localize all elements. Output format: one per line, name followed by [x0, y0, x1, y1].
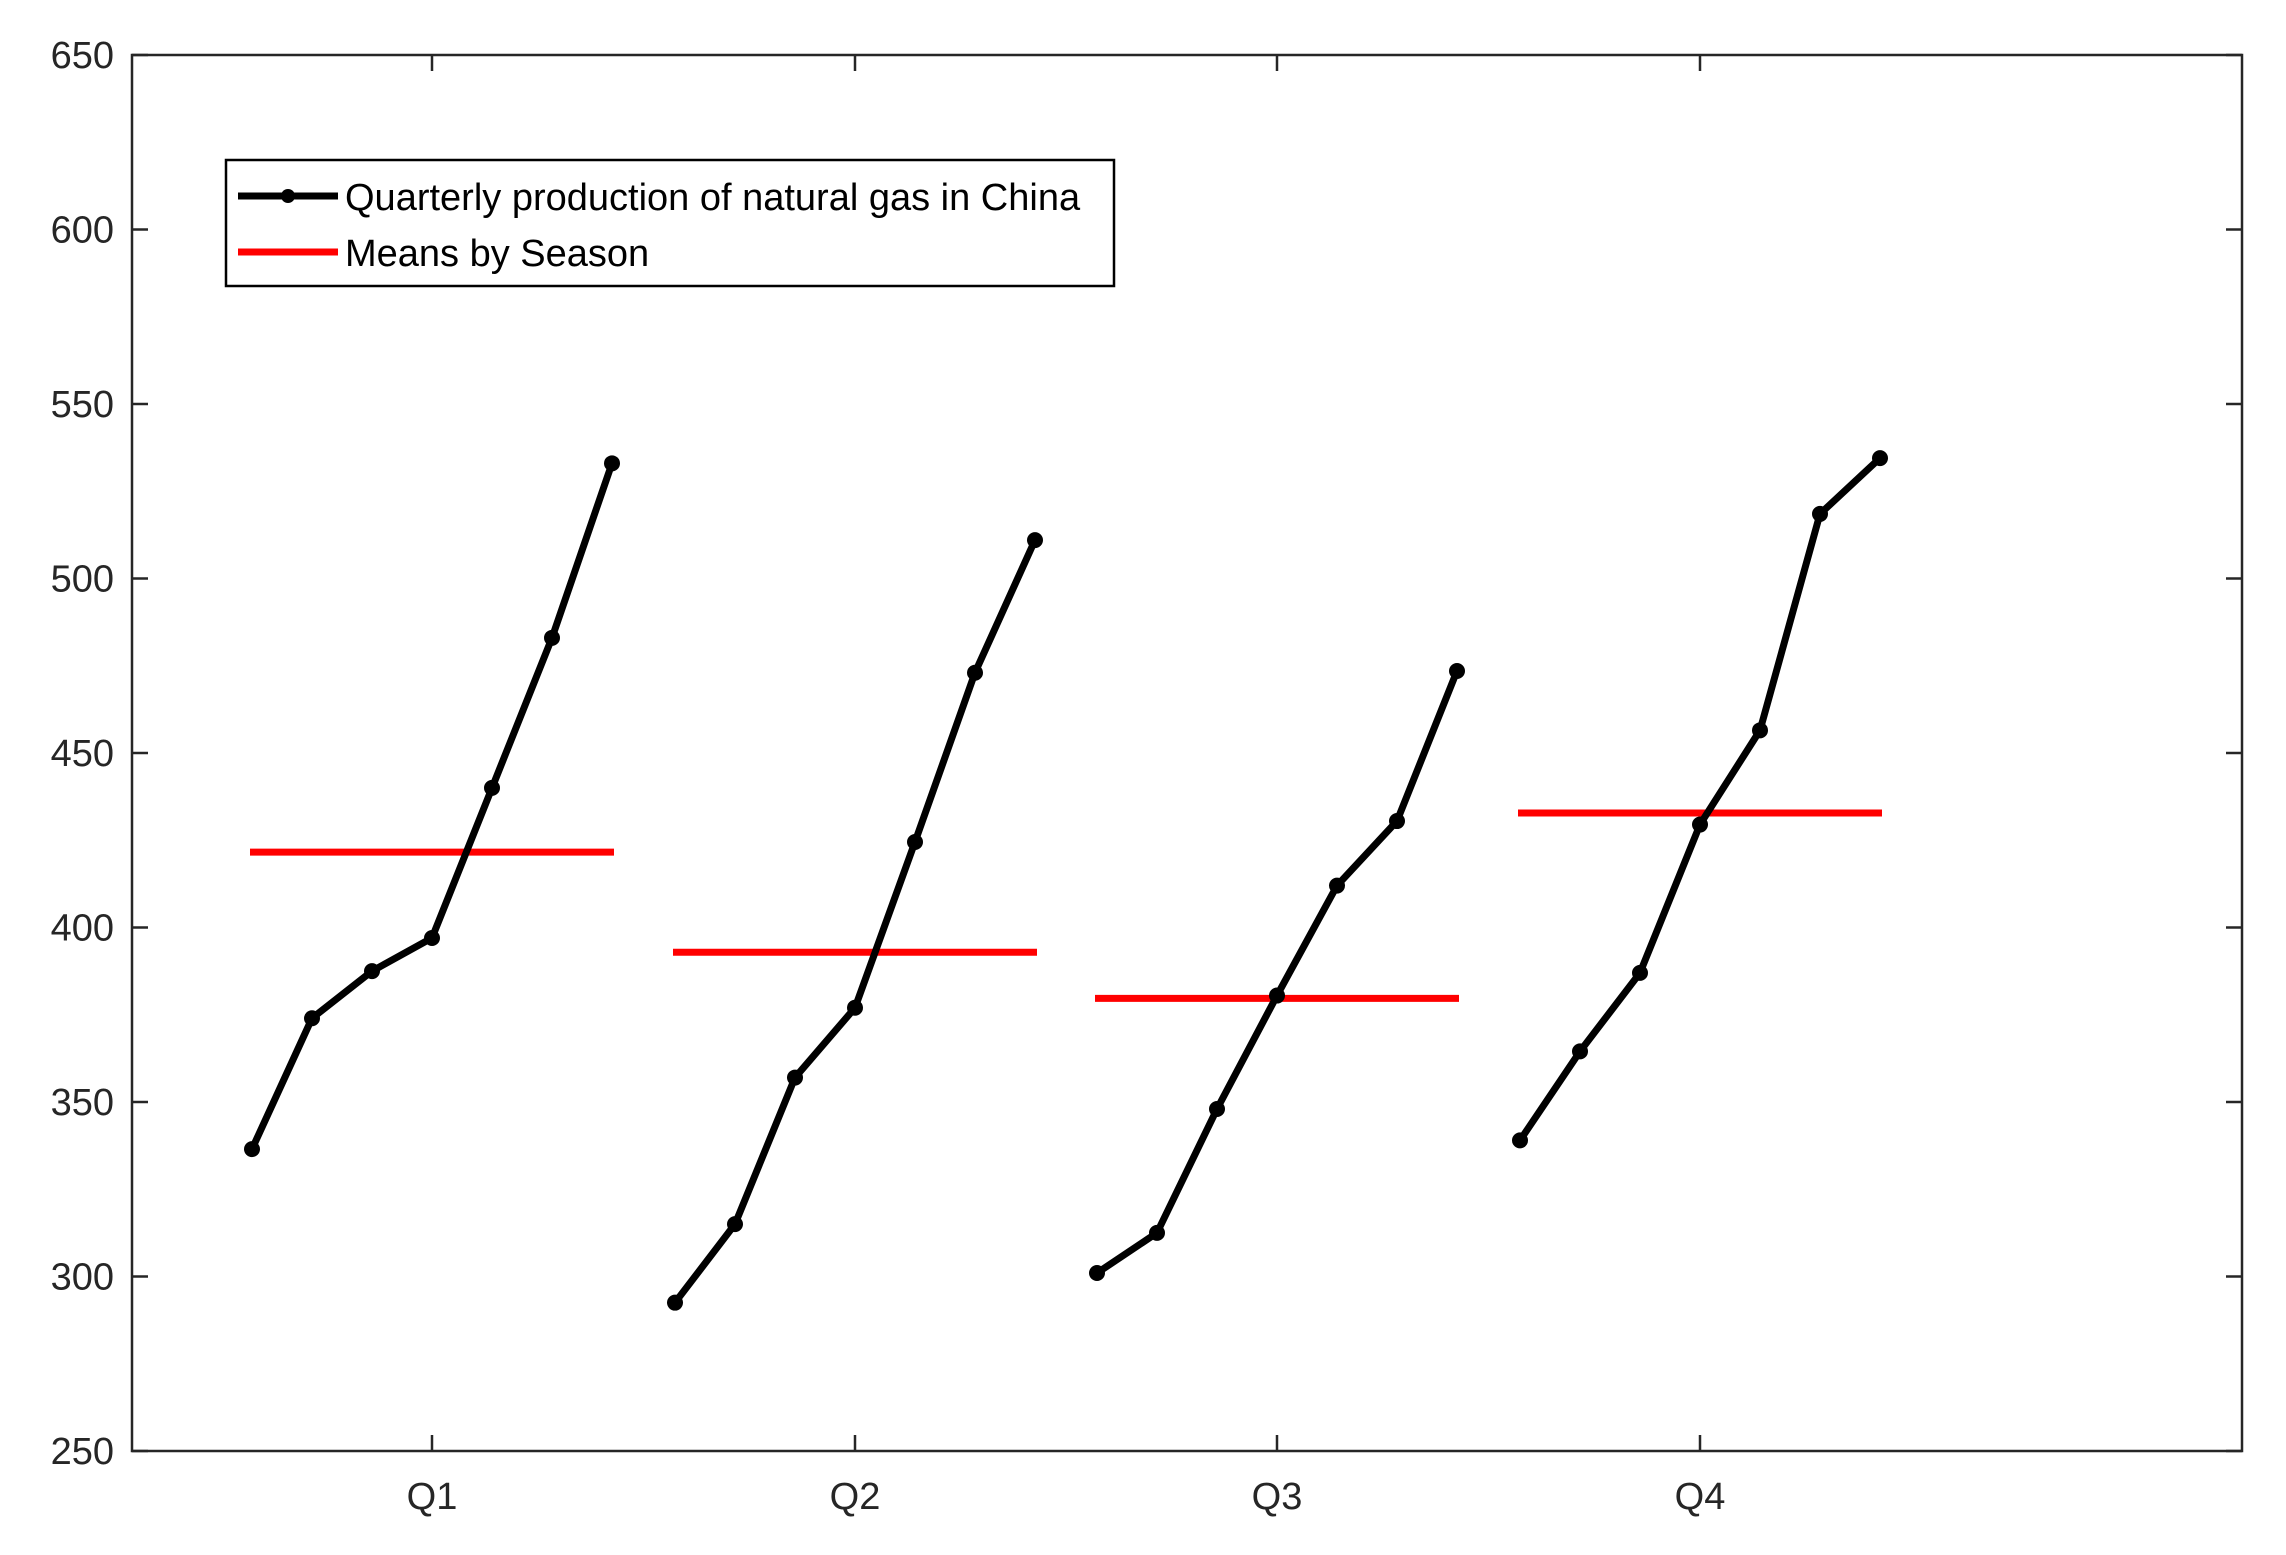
production-point [847, 999, 863, 1016]
x-tick-label: Q4 [1675, 1476, 1726, 1518]
production-point [1812, 505, 1828, 522]
y-tick-label: 500 [51, 559, 114, 601]
production-point [484, 779, 500, 796]
production-point [1149, 1224, 1165, 1241]
y-tick-label: 400 [51, 908, 114, 950]
legend-label-production: Quarterly production of natural gas in C… [345, 177, 1081, 219]
production-point [304, 1010, 320, 1027]
x-tick-label: Q3 [1252, 1476, 1303, 1518]
y-tick-label: 350 [51, 1082, 114, 1124]
y-tick-label: 600 [51, 210, 114, 252]
legend-box [224, 158, 1116, 288]
y-tick-label: 450 [51, 733, 114, 775]
y-tick-label: 300 [51, 1257, 114, 1299]
production-point [727, 1216, 743, 1233]
production-point [1692, 816, 1708, 833]
production-point [1209, 1100, 1225, 1117]
production-point [787, 1069, 803, 1086]
production-point [1752, 722, 1768, 739]
production-point [604, 455, 620, 472]
production-point [1512, 1132, 1528, 1149]
production-point [1632, 964, 1648, 981]
x-tick-label: Q2 [830, 1476, 881, 1518]
production-point [544, 629, 560, 646]
legend-label-means: Means by Season [345, 233, 649, 275]
y-tick-label: 550 [51, 384, 114, 426]
y-tick-label: 650 [51, 35, 114, 77]
production-point [1329, 877, 1345, 894]
plot-marks [244, 450, 1888, 1311]
production-point [244, 1141, 260, 1158]
production-point [1269, 987, 1285, 1004]
production-point [424, 929, 440, 946]
production-point [1027, 532, 1043, 549]
production-point [364, 963, 380, 980]
x-tick-label: Q1 [407, 1476, 458, 1518]
legend: Quarterly production of natural gas in C… [224, 158, 1116, 288]
production-point [907, 833, 923, 850]
production-point [967, 664, 983, 681]
production-point [1449, 662, 1465, 679]
axes: 250 300 350 400 450 500 550 600 650 Q1 Q2 Q3 Q4 [51, 35, 2242, 1518]
production-point [1572, 1043, 1588, 1060]
production-point [1089, 1265, 1105, 1282]
production-point [667, 1294, 683, 1311]
production-point [1872, 450, 1888, 467]
y-tick-label: 250 [51, 1431, 114, 1473]
legend-marker-production [281, 189, 295, 203]
production-point [1389, 813, 1405, 830]
